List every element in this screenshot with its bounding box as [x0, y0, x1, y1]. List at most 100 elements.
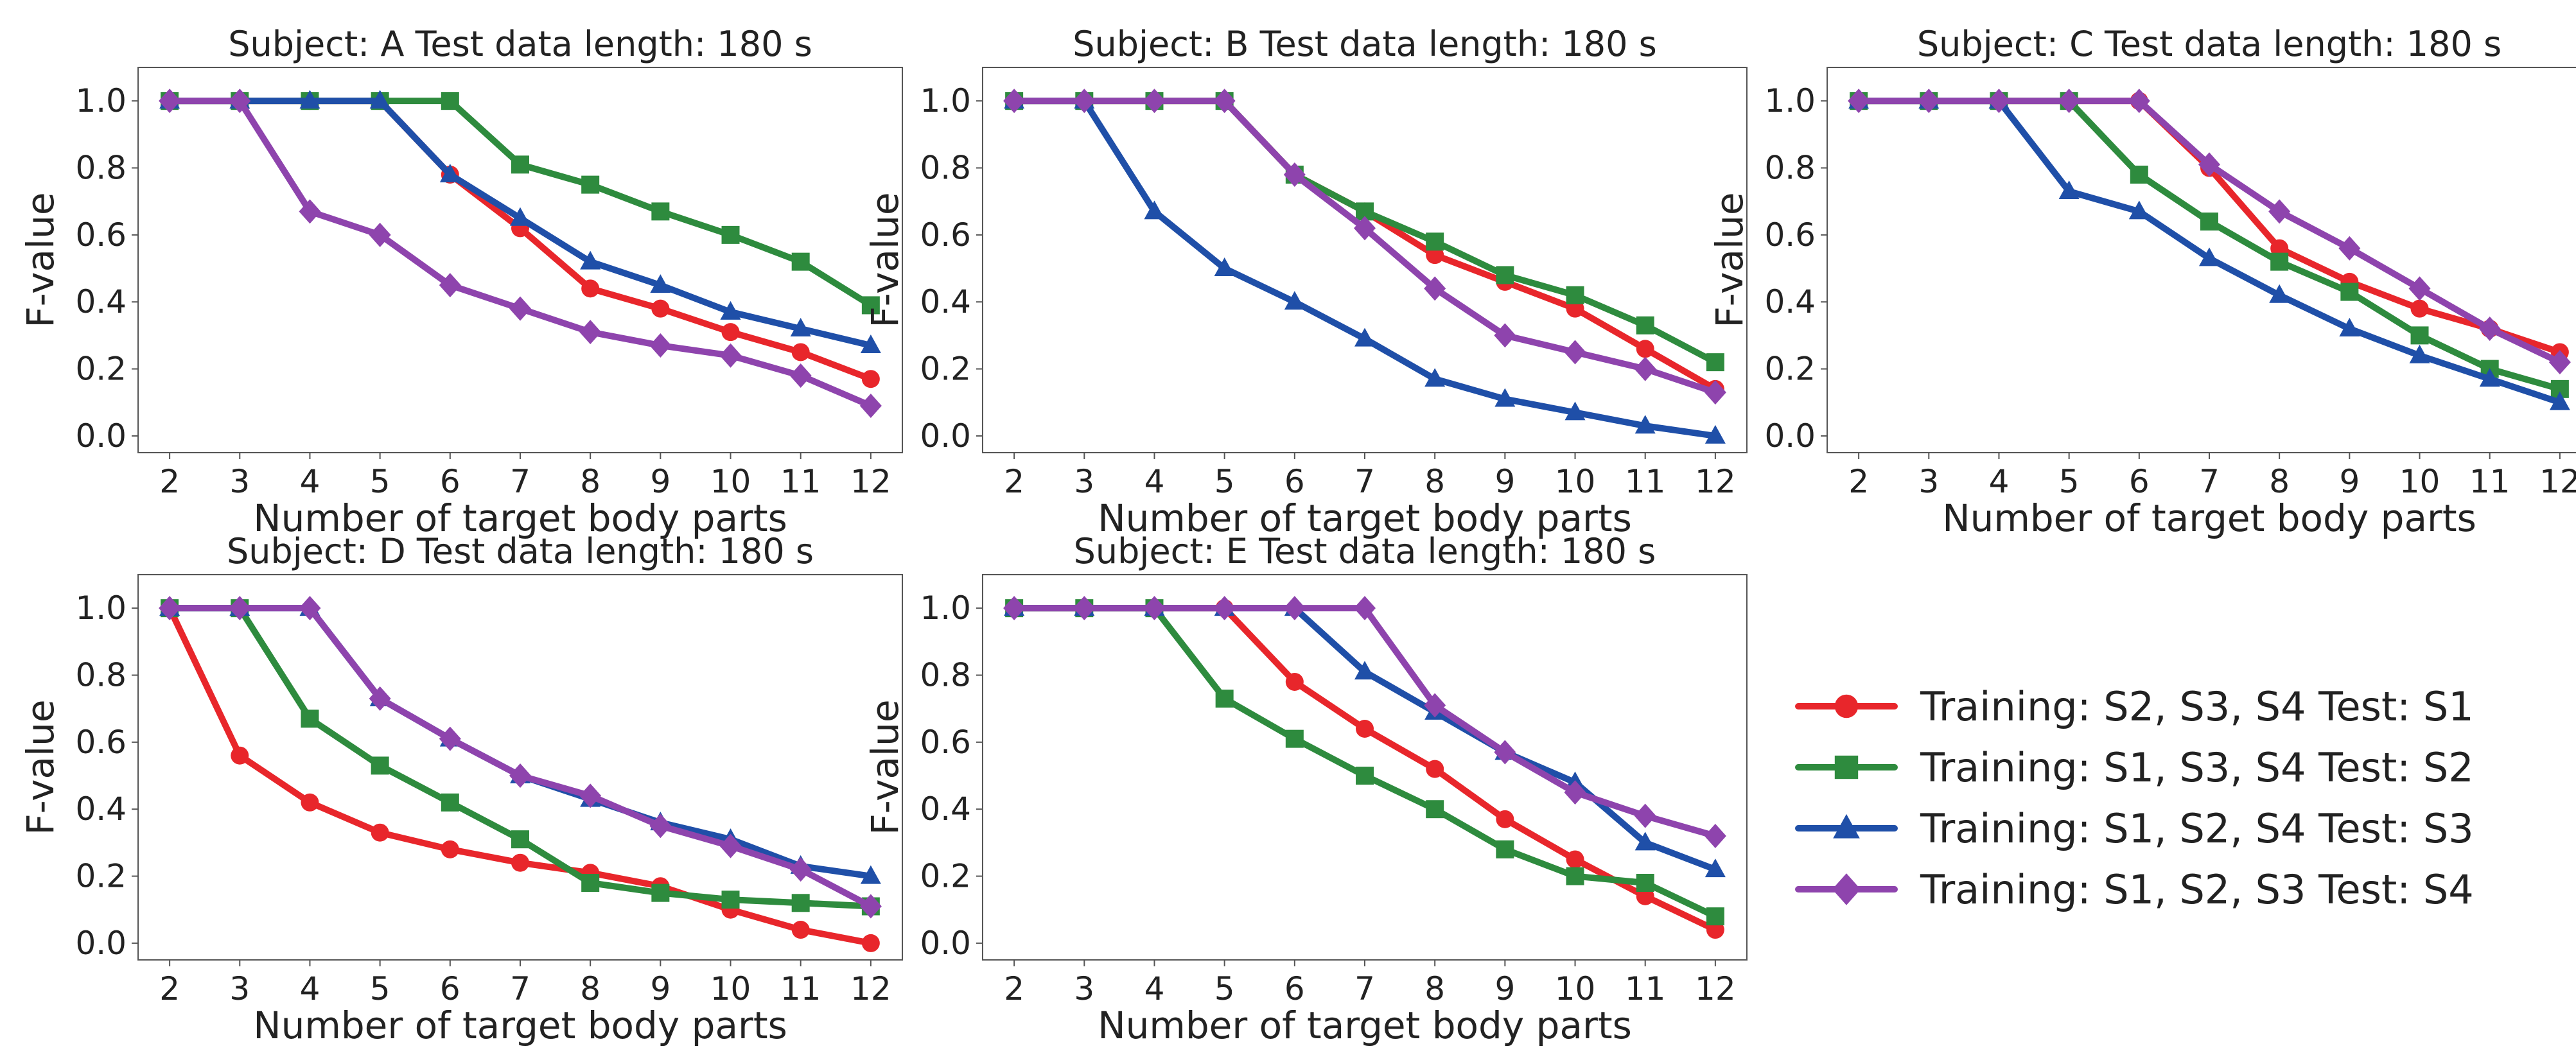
x-tick-label: 8 [2269, 463, 2290, 500]
data-point [579, 320, 602, 345]
data-point [649, 814, 672, 839]
data-point [1285, 729, 1304, 748]
data-point [791, 894, 810, 912]
x-tick-label: 10 [1555, 970, 1596, 1007]
y-tick-label: 0.2 [75, 858, 127, 895]
x-tick-label: 2 [159, 463, 180, 500]
x-tick-label: 6 [1284, 463, 1305, 500]
x-tick-label: 6 [440, 463, 460, 500]
x-tick-label: 3 [229, 970, 250, 1007]
x-tick-label: 12 [1695, 970, 1736, 1007]
data-point [441, 92, 459, 110]
y-tick-label: 1.0 [920, 589, 971, 627]
x-tick-label: 11 [1625, 970, 1666, 1007]
data-point [1284, 291, 1305, 310]
x-tick-label: 5 [1214, 970, 1235, 1007]
y-tick-label: 0.8 [920, 150, 971, 187]
chart-title: Subject: C Test data length: 180 s [1917, 24, 2502, 64]
legend-entry-1: Training: S1, S3, S4 Test: S2 [1795, 744, 2474, 791]
data-point [651, 299, 670, 318]
data-point [1636, 874, 1654, 892]
series-line [166, 98, 874, 409]
data-point [2340, 283, 2359, 301]
series-line [1011, 98, 1719, 439]
y-tick-label: 0.4 [75, 283, 127, 320]
x-axis-label: Number of target body parts [1942, 496, 2476, 540]
x-tick-label: 4 [300, 463, 320, 500]
data-point [231, 746, 249, 765]
data-point [1143, 596, 1166, 621]
x-tick-label: 7 [510, 463, 530, 500]
legend-label: Training: S1, S3, S4 Test: S2 [1920, 744, 2474, 791]
x-tick-label: 2 [1004, 463, 1024, 500]
data-point [1704, 823, 1726, 848]
data-point [1496, 810, 1514, 828]
data-point [1634, 356, 1656, 381]
data-point [371, 756, 389, 775]
data-point [1496, 266, 1514, 284]
data-point [511, 853, 529, 872]
y-tick-label: 0.2 [920, 351, 971, 388]
data-point [1918, 89, 1940, 114]
data-point [1636, 316, 1654, 335]
x-tick-label: 11 [2469, 463, 2510, 500]
data-point [1283, 162, 1306, 187]
data-point [861, 934, 880, 952]
y-tick-label: 1.0 [1764, 82, 1816, 119]
data-point [2269, 284, 2290, 303]
x-tick-label: 5 [370, 970, 390, 1007]
data-point [299, 199, 321, 224]
data-point [2338, 236, 2361, 261]
data-point [1424, 368, 1446, 387]
data-point [1354, 596, 1376, 621]
y-tick-label: 0.0 [1764, 417, 1816, 455]
legend-marker [1832, 873, 1861, 905]
data-point [1636, 340, 1654, 358]
series-3 [1848, 89, 2571, 375]
data-point [301, 709, 319, 728]
data-point [1704, 424, 1726, 444]
data-point [1494, 740, 1516, 765]
x-tick-label: 8 [1424, 463, 1445, 500]
x-tick-label: 4 [1144, 463, 1165, 500]
x-tick-label: 10 [710, 970, 751, 1007]
x-tick-label: 5 [2059, 463, 2080, 500]
x-tick-label: 2 [159, 970, 180, 1007]
data-point [791, 343, 810, 361]
y-tick-label: 0.6 [920, 216, 971, 254]
data-point [721, 891, 740, 909]
data-point [579, 783, 602, 808]
y-tick-label: 0.0 [75, 925, 127, 962]
legend-label: Training: S1, S2, S4 Test: S3 [1920, 805, 2474, 852]
subplot-4: Subject: E Test data length: 180 s 0.0 0.2… [863, 531, 1748, 1047]
data-point [790, 317, 811, 336]
x-tick-label: 4 [1989, 463, 2010, 500]
data-point [1704, 858, 1726, 878]
data-point [1426, 800, 1444, 819]
series-line [1011, 605, 1719, 873]
data-point [1213, 596, 1236, 621]
data-point [2058, 89, 2080, 114]
data-point [2339, 317, 2360, 336]
y-tick-label: 0.8 [1764, 150, 1816, 187]
data-point [860, 335, 881, 354]
data-point [1848, 89, 1870, 114]
data-point [1424, 693, 1446, 718]
data-point [2409, 344, 2430, 363]
data-point [369, 90, 390, 109]
x-tick-label: 9 [650, 970, 670, 1007]
data-point [649, 333, 672, 358]
x-axis-label: Number of target body parts [253, 1004, 787, 1047]
data-point [511, 155, 529, 174]
x-tick-label: 2 [1848, 463, 1869, 500]
x-tick-label: 9 [2339, 463, 2360, 500]
y-tick-label: 1.0 [75, 82, 127, 119]
data-point [369, 222, 391, 247]
data-point [2200, 213, 2218, 231]
y-tick-label: 0.4 [920, 283, 971, 320]
chart-title: Subject: D Test data length: 180 s [227, 531, 814, 571]
data-point [1706, 907, 1724, 926]
x-tick-label: 4 [1144, 970, 1165, 1007]
data-point [2478, 316, 2501, 341]
legend-label: Training: S2, S3, S4 Test: S1 [1920, 683, 2474, 730]
